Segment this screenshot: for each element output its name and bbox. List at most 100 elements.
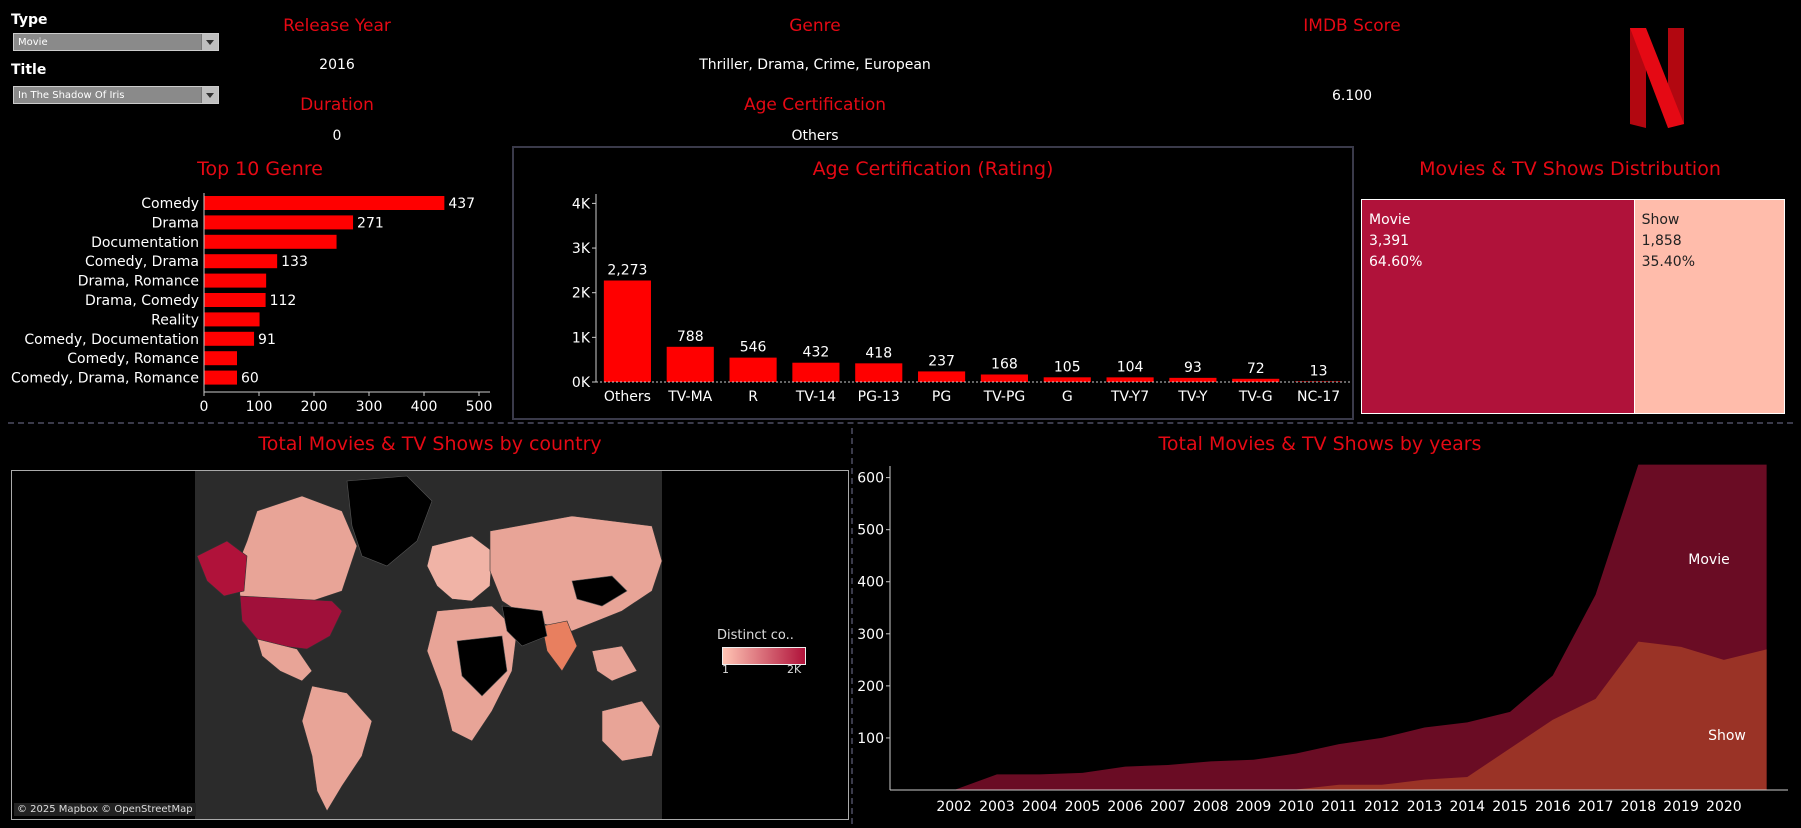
genre-label: Genre [789,16,841,36]
map-legend-title: Distinct co.. [717,628,794,643]
imdb-score-label: IMDB Score [1303,16,1401,36]
genre-bar [204,293,266,307]
years-x-tick-label: 2002 [936,799,972,815]
treemap-pct: 35.40% [1641,254,1695,270]
age-bar [792,362,840,382]
age-cert-chart: 0K 1K 2K 3K 4K 2,273 Others 788 TV-MA 546 R 432 TV-1… [572,194,1350,405]
genre-data-label: 60 [241,371,259,387]
years-series-label-show: Show [1708,728,1746,744]
chevron-down-icon[interactable] [201,87,218,103]
treemap-cell-movie[interactable]: Movie 3,391 64.60% [1362,200,1635,413]
genre-data-label: 112 [270,293,297,309]
section-divider [851,428,853,824]
genre-data-label: 437 [448,196,475,212]
type-dropdown[interactable]: Movie [13,33,219,51]
years-y-tick-label: 200 [857,679,884,695]
chevron-down-icon[interactable] [201,34,218,50]
age-data-label: 788 [677,329,704,345]
age-data-label: 546 [740,340,767,356]
title-dropdown-value: In The Shadow Of Iris [18,90,125,101]
age-category-label: Others [604,389,651,405]
age-bar [666,346,714,382]
years-x-tick-label: 2008 [1193,799,1229,815]
treemap-cell-show[interactable]: Show 1,858 35.40% [1634,200,1784,413]
genre-data-label: 91 [258,332,276,348]
years-x-tick-label: 2015 [1492,799,1528,815]
years-x-tick-label: 2006 [1107,799,1143,815]
genre-x-tick-label: 200 [301,399,328,415]
age-certification-label: Age Certification [743,95,887,115]
type-filter-label: Type [11,12,48,28]
genre-category-label: Documentation [91,235,199,251]
age-y-tick-label: 1K [572,330,591,346]
treemap-pct: 64.60% [1369,254,1423,270]
genre-value: Thriller, Drama, Crime, European [699,57,931,73]
age-category-label: TV-PG [983,389,1026,405]
genre-category-label: Drama [152,215,199,231]
age-y-tick-label: 3K [572,241,591,257]
years-series-label-movie: Movie [1688,552,1729,568]
duration-value: 0 [332,128,342,144]
age-data-label: 93 [1184,360,1202,376]
years-x-tick-label: 2016 [1535,799,1571,815]
title-filter-label: Title [11,62,47,78]
genre-category-label: Comedy, Drama, Romance [11,371,199,387]
age-category-label: TV-Y7 [1110,389,1149,405]
years-x-tick-label: 2019 [1663,799,1699,815]
years-x-tick-label: 2012 [1364,799,1400,815]
netflix-logo [1630,28,1684,128]
age-bar [1043,377,1091,382]
release-year-value: 2016 [319,57,355,73]
age-bar [729,357,777,382]
age-bar [855,363,903,382]
genre-data-label: 271 [357,215,384,231]
years-x-tick-label: 2018 [1621,799,1657,815]
genre-bar [204,215,354,230]
years-y-tick-label: 400 [857,575,884,591]
years-x-tick-label: 2011 [1321,799,1357,815]
age-category-label: PG [932,389,951,405]
treemap-label: Movie [1369,212,1411,228]
years-area-chart: 100 200 300 400 500 600 2002 2003 2004 2005 2006 20… [857,464,1788,815]
distribution-treemap: Movie 3,391 64.60% Show 1,858 35.40% [1361,199,1785,414]
genre-bar [204,312,260,327]
age-category-label: PG-13 [858,389,900,405]
years-area-movie [911,464,1767,790]
genre-bar [204,273,267,288]
genre-data-label: 133 [281,254,308,270]
map-attribution: © 2025 Mapbox © OpenStreetMap [14,803,196,816]
genre-x-tick-label: 100 [246,399,273,415]
age-data-label: 237 [928,353,955,369]
release-year-label: Release Year [283,16,391,36]
treemap-label: Show [1641,212,1680,228]
distribution-title: Movies & TV Shows Distribution [1419,158,1721,180]
age-y-tick-label: 2K [572,286,591,302]
title-dropdown[interactable]: In The Shadow Of Iris [13,86,219,104]
country-map[interactable]: Distinct co.. 1 2K © 2025 Mapbox © OpenS… [11,470,849,820]
age-data-label: 432 [803,345,830,361]
age-bar [1169,377,1217,382]
age-data-label: 418 [865,345,892,361]
map-legend-max: 2K [787,663,802,676]
years-area-show [911,641,1767,790]
age-bar [918,371,966,382]
section-divider [8,422,1793,424]
years-x-tick-label: 2020 [1706,799,1742,815]
top-genre-title: Top 10 Genre [197,158,323,180]
age-cert-panel [512,146,1354,420]
age-bar [980,374,1028,382]
years-x-tick-label: 2009 [1236,799,1272,815]
treemap-count: 1,858 [1641,233,1682,249]
genre-x-tick-label: 500 [466,399,493,415]
treemap-count: 3,391 [1369,233,1410,249]
age-bar [1232,378,1280,382]
years-x-tick-label: 2007 [1150,799,1186,815]
age-data-label: 2,273 [607,263,647,279]
age-data-label: 104 [1117,359,1144,375]
genre-bar [204,234,337,249]
genre-x-tick-label: 300 [356,399,383,415]
map-title: Total Movies & TV Shows by country [258,433,602,455]
duration-label: Duration [300,95,374,115]
map-legend-min: 1 [722,663,729,676]
years-x-tick-label: 2013 [1407,799,1443,815]
